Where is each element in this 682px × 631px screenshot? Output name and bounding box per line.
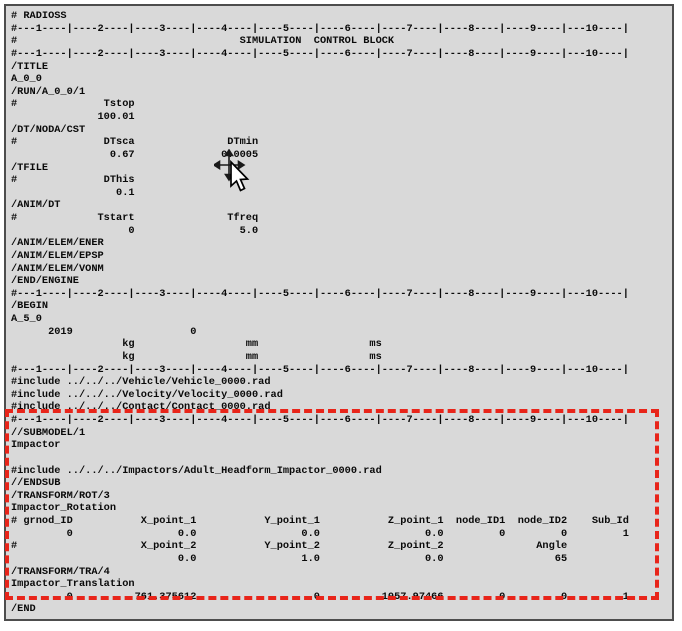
code-area[interactable]: # RADIOSS #---1----|----2----|----3----|… xyxy=(11,10,629,616)
editor-window: # RADIOSS #---1----|----2----|----3----|… xyxy=(4,4,674,621)
